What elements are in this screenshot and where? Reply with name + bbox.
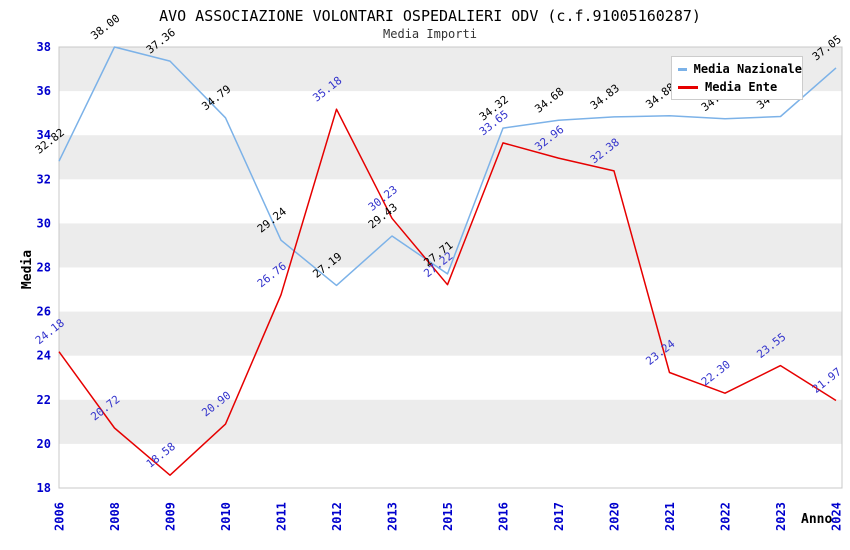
x-tick-label: 2013 [386, 502, 400, 531]
data-label: 18.58 [144, 440, 178, 471]
grid-band [59, 311, 842, 356]
y-tick-label: 24 [37, 349, 51, 363]
data-label: 21.97 [810, 365, 844, 396]
x-tick-label: 2023 [774, 502, 788, 531]
legend-item-media-ente: Media Ente [678, 80, 802, 94]
y-tick-label: 26 [37, 305, 51, 319]
y-tick-label: 34 [37, 128, 51, 142]
y-tick-label: 32 [37, 172, 51, 186]
legend-swatch-nazionale-icon [678, 67, 687, 71]
x-tick-label: 2006 [53, 502, 67, 531]
chart-title: AVO ASSOCIAZIONE VOLONTARI OSPEDALIERI O… [159, 7, 701, 25]
x-tick-label: 2020 [608, 502, 622, 531]
x-tick-label: 2021 [663, 502, 677, 531]
data-label: 22.30 [699, 358, 733, 389]
series-line-media-ente [58, 108, 837, 476]
x-tick-label: 2015 [441, 502, 455, 531]
y-tick-label: 22 [37, 393, 51, 407]
y-tick-label: 28 [37, 261, 51, 275]
y-tick-label: 36 [37, 84, 51, 98]
x-tick-label: 2022 [719, 502, 733, 531]
x-tick-label: 2024 [830, 502, 844, 531]
legend-swatch-ente-icon [678, 85, 698, 89]
y-tick-label: 18 [37, 481, 51, 495]
x-tick-label: 2016 [497, 502, 511, 531]
plot-border [58, 46, 843, 489]
x-axis-title: Anno [801, 512, 833, 527]
x-tick-label: 2010 [219, 502, 233, 531]
y-tick-label: 20 [37, 437, 51, 451]
legend-label-nazionale: Media Nazionale [693, 62, 802, 76]
grid-band [59, 135, 842, 180]
x-tick-label: 2011 [275, 502, 289, 531]
chart-subtitle: Media Importi [383, 27, 477, 41]
y-axis-title: Media [20, 249, 36, 290]
x-tick-label: 2009 [164, 502, 178, 531]
legend-label-ente: Media Ente [705, 80, 778, 94]
x-tick-label: 2012 [330, 502, 344, 531]
x-tick-label: 2008 [108, 502, 122, 531]
series-line-media-nazionale [58, 46, 837, 287]
legend-item-media-nazionale: Media Nazionale [678, 62, 802, 76]
y-tick-label: 30 [37, 216, 51, 230]
legend: Media Nazionale Media Ente [671, 56, 803, 100]
y-tick-label: 38 [37, 40, 51, 54]
grid-band [59, 223, 842, 268]
x-tick-label: 2017 [552, 502, 566, 531]
grid-band [59, 399, 842, 444]
